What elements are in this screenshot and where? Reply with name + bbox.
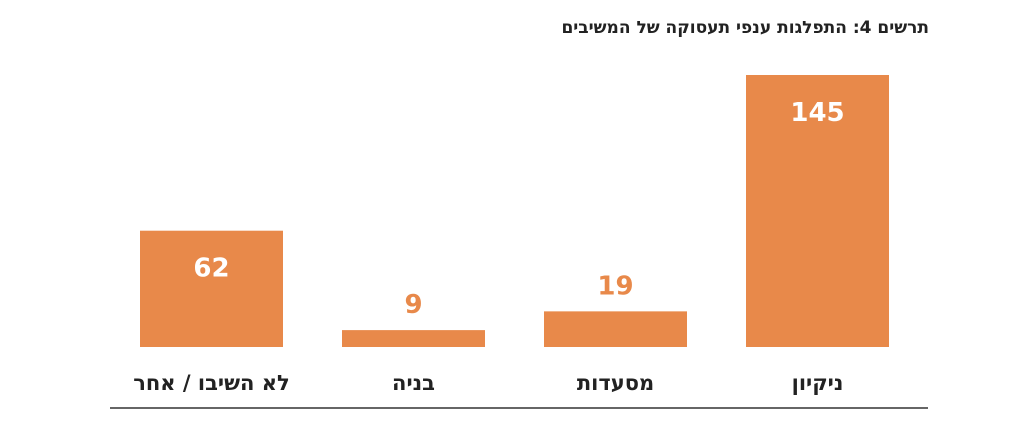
bar-value-label-4: 62 (193, 254, 229, 284)
category-label-2: מסעדות (577, 371, 654, 395)
category-label-3: בניה (392, 371, 435, 395)
bar-2 (544, 311, 687, 347)
bar-3 (342, 330, 485, 347)
bar-value-label-3: 9 (404, 290, 422, 320)
category-label-1: ניקיון (792, 371, 844, 395)
bar-value-label-2: 19 (597, 271, 633, 301)
bar-4 (140, 230, 283, 347)
chart-title: תרשים 4: התפלגות ענפי תעסוקה של המשיבים (561, 18, 929, 38)
bar-value-label-1: 145 (790, 98, 844, 128)
labels-layer: 145 ניקיון 19 מסעדות 9 בניה 62 לא השיבו / אחר (133, 98, 844, 395)
bars-layer (140, 75, 889, 347)
category-label-4: לא השיבו / אחר (133, 371, 290, 395)
bar-1 (746, 75, 889, 347)
